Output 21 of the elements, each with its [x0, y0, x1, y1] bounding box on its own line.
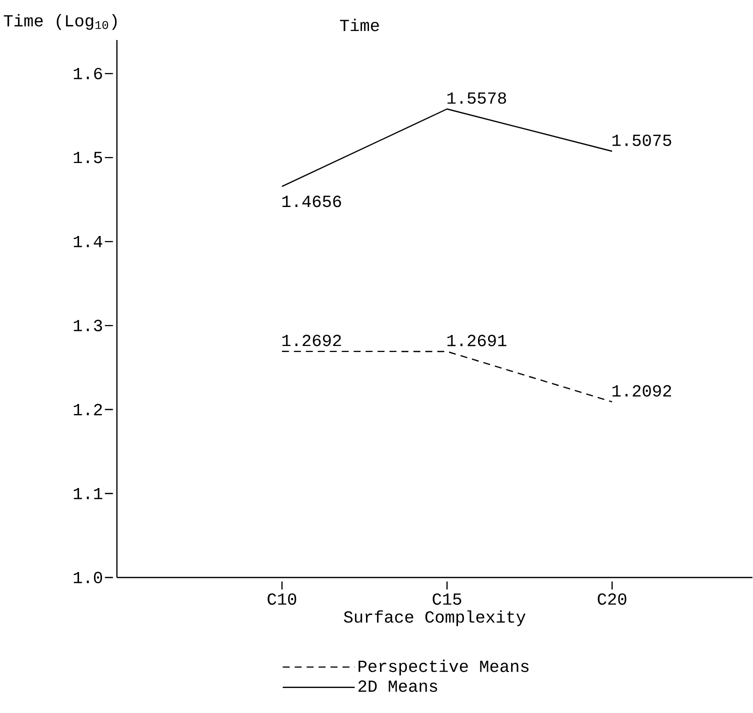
y-axis-title: Time (Log$_{10}$)	[4, 14, 117, 30]
y-tick-label: 1.3	[74, 320, 102, 332]
y-tick-label: 1.0	[74, 572, 102, 584]
data-label: 1.4656	[282, 195, 341, 207]
y-tick-label: 1.6	[74, 68, 102, 80]
x-axis-title: Surface Complexity	[344, 610, 526, 626]
chart-title: Time	[340, 18, 379, 31]
legend-label: 2D Means	[358, 680, 438, 692]
data-label: 1.5578	[447, 92, 506, 104]
data-label: 1.2692	[282, 334, 341, 346]
data-label: 1.2691	[447, 334, 506, 346]
x-tick-label: C10	[268, 593, 296, 605]
y-tick-label: 1.2	[74, 404, 102, 415]
data-label: 1.2092	[612, 384, 672, 396]
x-tick-label: C15	[432, 593, 462, 605]
y-tick-label: 1.5	[74, 152, 102, 164]
legend-label: Perspective Means	[358, 659, 528, 676]
x-tick-label: C20	[598, 593, 626, 605]
data-label: 1.5075	[612, 134, 672, 146]
y-tick-label: 1.4	[74, 236, 102, 247]
y-tick-label: 1.1	[74, 488, 102, 499]
